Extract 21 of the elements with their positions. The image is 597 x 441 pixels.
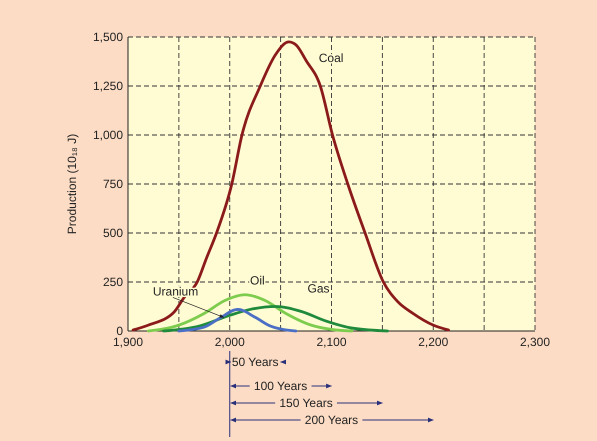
line-series: [177, 308, 298, 332]
text: 150 Years: [279, 396, 333, 410]
line-series: [132, 40, 450, 332]
y-tick-label: 500: [102, 226, 124, 240]
y-tick-label: 1,000: [92, 128, 124, 142]
x-tick-label: 2,300: [520, 335, 550, 349]
text: 50 Years: [232, 355, 279, 370]
series-label: Oil: [250, 274, 265, 288]
y-tick-label: 750: [102, 177, 124, 192]
series-label: Coal: [318, 50, 344, 65]
y-tick-label: 250: [102, 275, 124, 290]
text: 200 Years: [304, 413, 358, 428]
text: 100 Years: [254, 379, 308, 394]
line-series: [162, 305, 389, 332]
x-tick-label: 2,000: [214, 335, 246, 349]
x-tick-label: 2,200: [418, 335, 449, 349]
series-label: Gas: [308, 282, 330, 296]
x-tick-label: 2,100: [316, 335, 347, 349]
y-tick-label: 1,500: [92, 30, 124, 44]
y-tick-label: 1,250: [92, 79, 124, 94]
y-axis-title: Production (10₁₈ J): [65, 134, 79, 234]
